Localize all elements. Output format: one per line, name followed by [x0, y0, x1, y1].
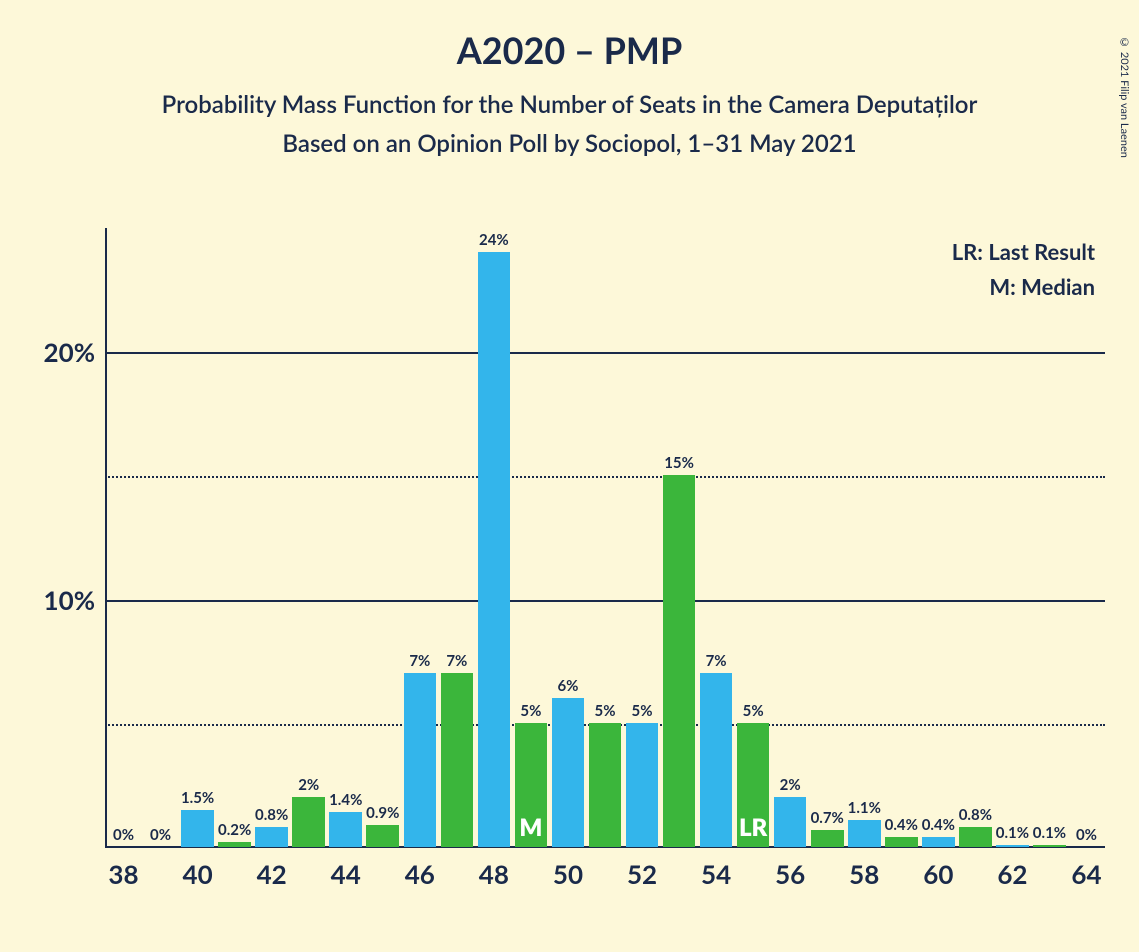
x-tick-label: 54 [701, 858, 731, 890]
gridline-major [105, 600, 1105, 602]
x-tick-label: 38 [108, 858, 138, 890]
y-axis [105, 228, 107, 848]
x-tick-label: 48 [479, 858, 509, 890]
x-tick-label: 46 [405, 858, 435, 890]
x-tick-label: 50 [553, 858, 583, 890]
bar [441, 673, 474, 847]
bar-value-label: 0.9% [366, 804, 399, 822]
x-tick-label: 62 [997, 858, 1027, 890]
x-tick-label: 60 [923, 858, 953, 890]
bar-value-label: 0% [150, 826, 171, 844]
bar [700, 673, 733, 847]
gridline-major [105, 352, 1105, 354]
bar-value-label: 0.7% [811, 809, 844, 827]
legend: LR: Last Result M: Median [952, 238, 1095, 308]
bar-value-label: 24% [479, 231, 509, 249]
x-tick-label: 42 [257, 858, 287, 890]
bar [774, 797, 807, 847]
bar [589, 723, 622, 847]
bar-value-label: 1.4% [329, 791, 362, 809]
median-marker: M [519, 813, 542, 842]
bar [885, 837, 918, 847]
x-tick-label: 64 [1071, 858, 1101, 890]
bar [478, 252, 511, 847]
bar [404, 673, 437, 847]
x-tick-label: 40 [182, 858, 212, 890]
bar-value-label: 1.5% [181, 789, 214, 807]
bar-value-label: 5% [743, 702, 764, 720]
plot-area: LR: Last Result M: Median 10%20%38404244… [105, 228, 1105, 848]
bar-value-label: 0.8% [959, 806, 992, 824]
bar [366, 825, 399, 847]
legend-lr: LR: Last Result [952, 238, 1095, 265]
x-tick-label: 58 [849, 858, 879, 890]
bar-value-label: 7% [446, 652, 467, 670]
bar [292, 797, 325, 847]
bar [848, 820, 881, 847]
bar-value-label: 2% [298, 776, 319, 794]
copyright-text: © 2021 Filip van Laenen [1118, 36, 1131, 158]
bar-value-label: 0% [1076, 826, 1097, 844]
bar-value-label: 0.8% [255, 806, 288, 824]
bar-value-label: 7% [706, 652, 727, 670]
bar-value-label: 0% [113, 826, 134, 844]
bar-value-label: 0.4% [922, 816, 955, 834]
x-tick-label: 56 [775, 858, 805, 890]
bar [218, 842, 251, 847]
bar [996, 845, 1029, 847]
bar-value-label: 15% [664, 454, 694, 472]
bar [552, 698, 585, 847]
last-result-marker: LR [739, 813, 767, 842]
y-tick-label: 10% [44, 584, 95, 616]
bar-value-label: 5% [520, 702, 541, 720]
bar-value-label: 0.2% [218, 821, 251, 839]
legend-m: M: Median [952, 273, 1095, 300]
bar-value-label: 7% [409, 652, 430, 670]
x-tick-label: 44 [331, 858, 361, 890]
bar-value-label: 0.1% [1033, 824, 1066, 842]
gridline-minor [105, 476, 1105, 478]
chart-subtitle-1: Probability Mass Function for the Number… [0, 90, 1139, 119]
bar [663, 475, 696, 847]
bar [329, 812, 362, 847]
chart-subtitle-2: Based on an Opinion Poll by Sociopol, 1–… [0, 129, 1139, 158]
bar-value-label: 0.1% [996, 824, 1029, 842]
bar [626, 723, 659, 847]
bar [255, 827, 288, 847]
bar-value-label: 5% [632, 702, 653, 720]
bar-value-label: 2% [780, 776, 801, 794]
bar [181, 810, 214, 847]
bar [922, 837, 955, 847]
bar-value-label: 5% [595, 702, 616, 720]
bar [959, 827, 992, 847]
bar [811, 830, 844, 847]
y-tick-label: 20% [44, 336, 95, 368]
bar-value-label: 0.4% [885, 816, 918, 834]
bar-value-label: 1.1% [848, 799, 881, 817]
x-tick-label: 52 [627, 858, 657, 890]
bar [1033, 845, 1066, 847]
bar-value-label: 6% [557, 677, 578, 695]
chart-title: A2020 – PMP [0, 28, 1139, 72]
